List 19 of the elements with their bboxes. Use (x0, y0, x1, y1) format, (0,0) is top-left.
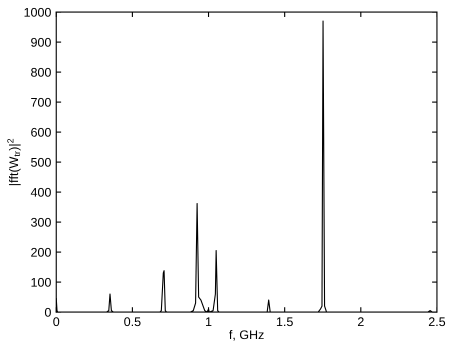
y-tick-label: 600 (31, 128, 51, 137)
y-tick-label: 800 (31, 68, 51, 77)
x-axis-title: f, GHz (229, 330, 264, 341)
y-tick-label: 100 (31, 278, 51, 287)
y-tick-label: 1000 (24, 8, 51, 17)
y-axis-title: |fft(W$_{tr}$)|$^{2}$ (7, 138, 21, 186)
y-tick-label: 300 (31, 218, 51, 227)
x-tick-label: 1 (206, 317, 212, 326)
x-tick-label: 2.5 (428, 317, 446, 326)
y-tick-label: 900 (31, 38, 51, 47)
x-tick-label: 1.5 (276, 317, 293, 326)
x-tick-label: 2 (358, 317, 364, 326)
y-tick-label: 400 (30, 188, 51, 197)
y-tick-label: 0 (44, 308, 51, 317)
x-tick-label: 0 (53, 317, 60, 326)
y-tick-label: 700 (31, 98, 51, 107)
x-tick-label: 0.5 (124, 317, 141, 326)
y-tick-label: 200 (31, 248, 51, 257)
y-tick-label: 500 (31, 158, 51, 167)
